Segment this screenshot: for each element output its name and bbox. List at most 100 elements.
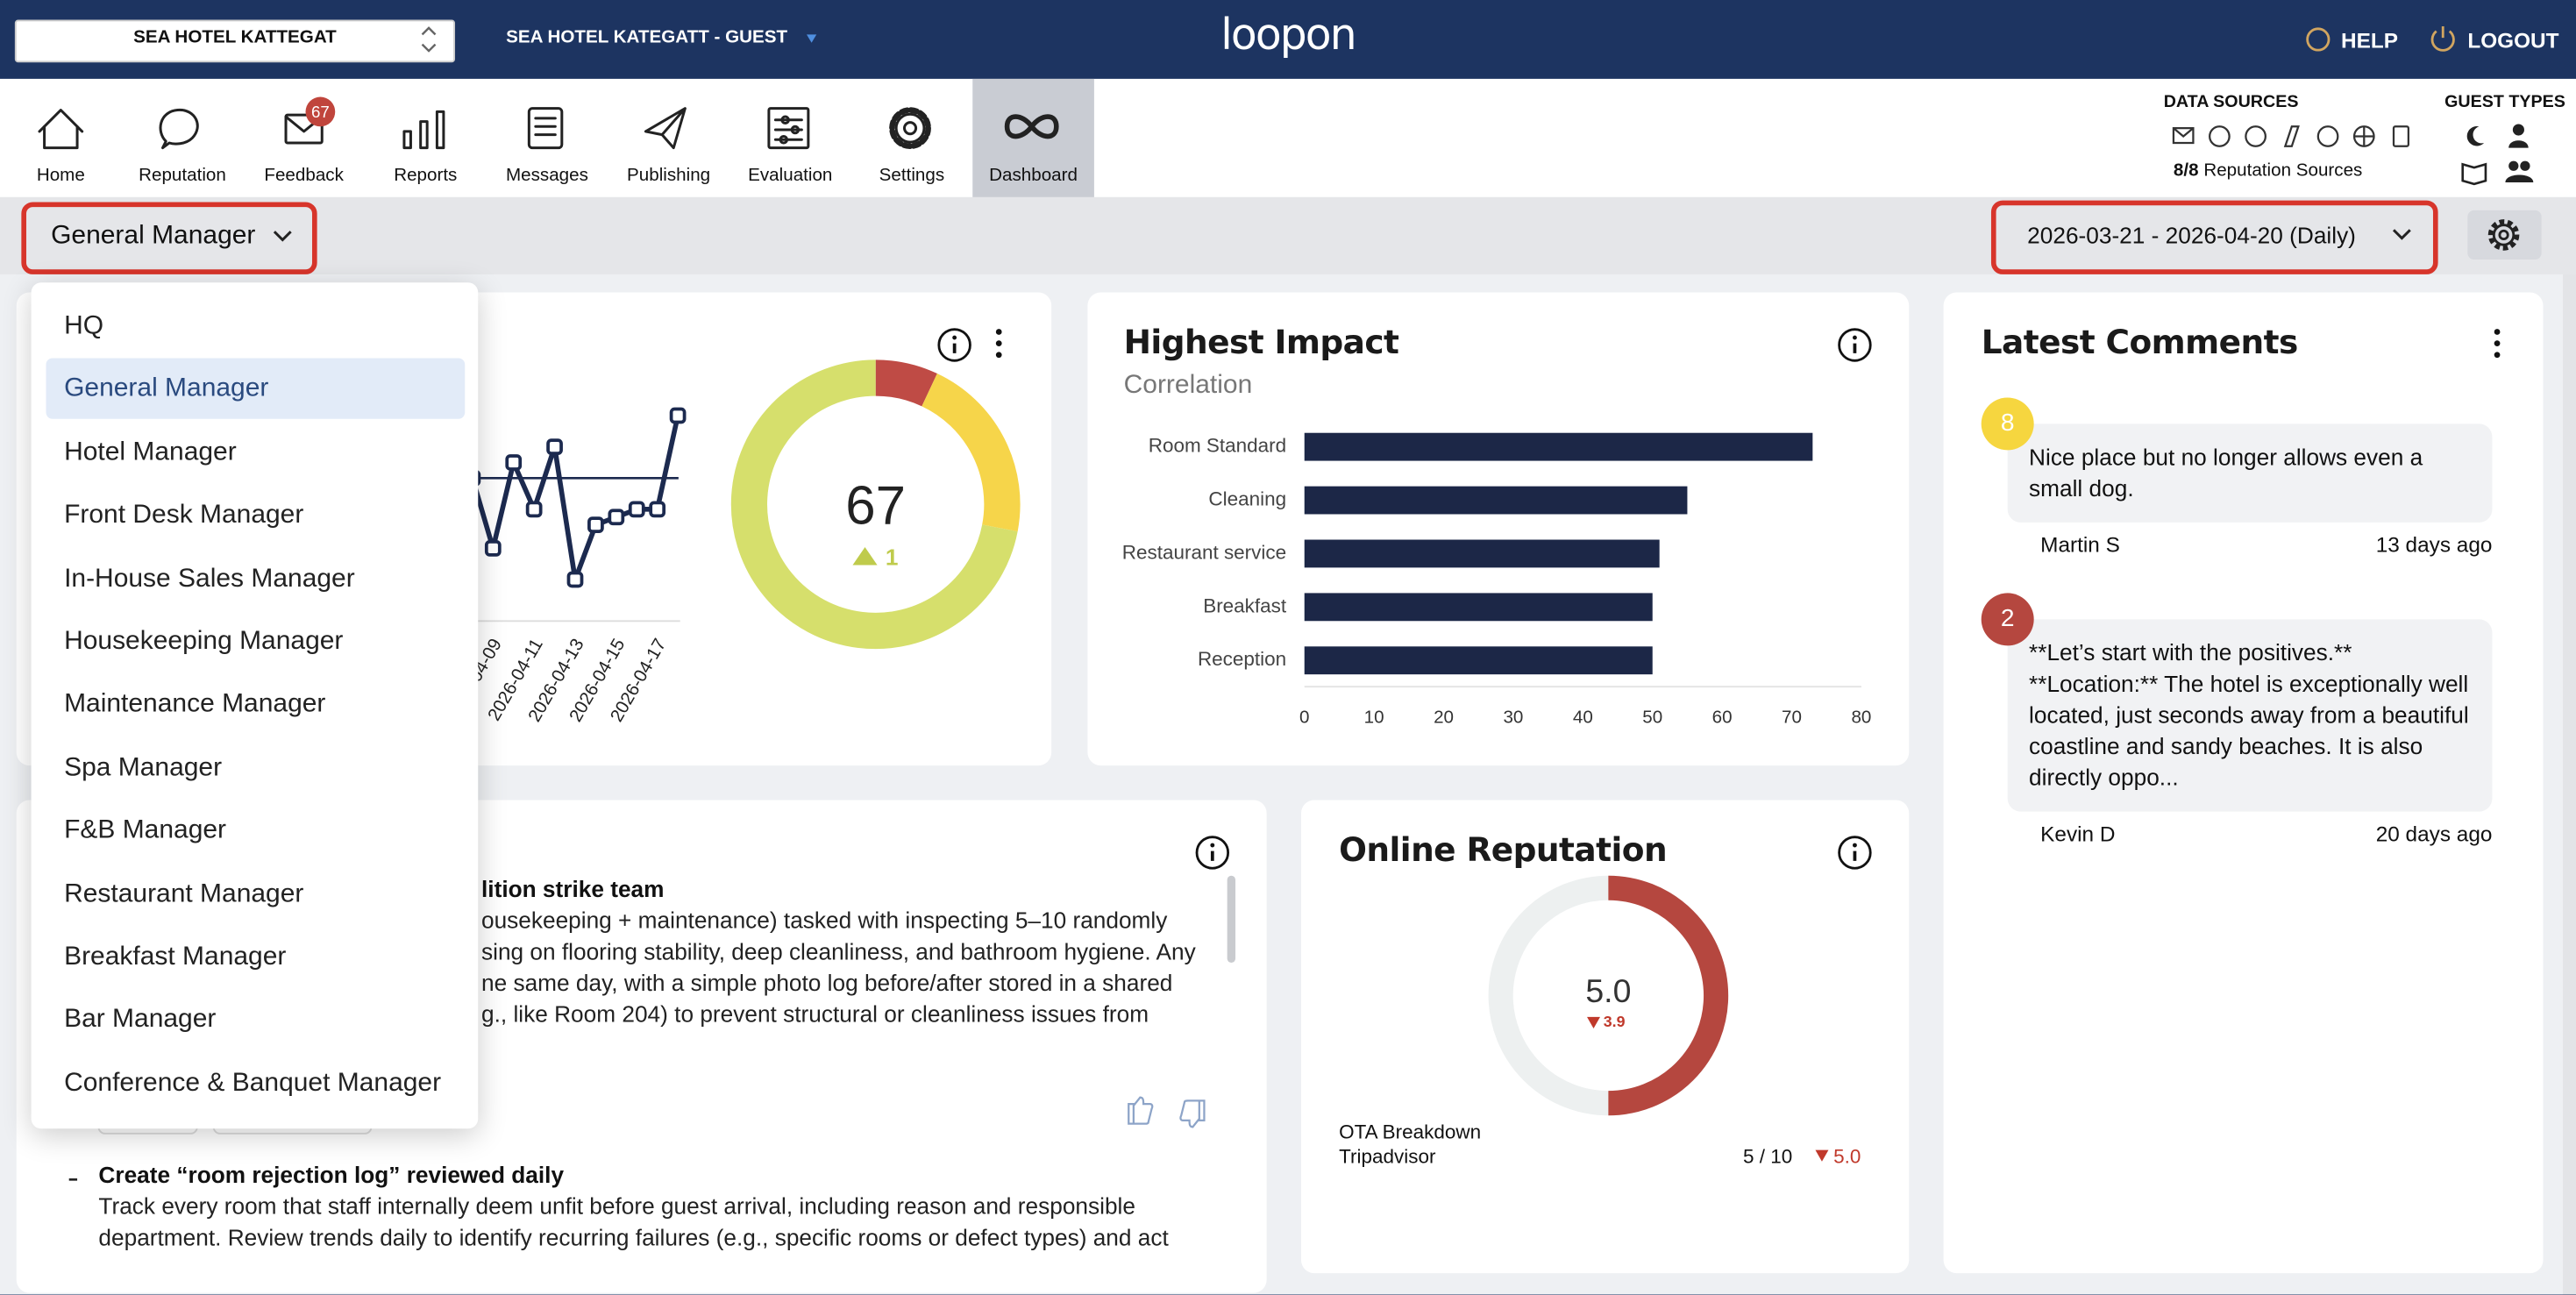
role-text[interactable]: General Manager xyxy=(51,221,256,250)
line xyxy=(470,415,680,582)
menu-item[interactable]: General Manager xyxy=(46,359,466,420)
thumb-up[interactable] xyxy=(1128,1096,1154,1125)
x-tick-label: 60 xyxy=(1712,707,1733,727)
score: 67 xyxy=(845,474,907,536)
reputation-score: 5.0 xyxy=(1585,974,1632,1011)
nav-label[interactable]: Reputation xyxy=(139,166,226,186)
comment-meta: Martin S 13 days ago xyxy=(2008,527,2493,563)
source-icons xyxy=(2172,125,2410,147)
bar xyxy=(1304,486,1688,515)
nav-label[interactable]: Messages xyxy=(505,166,588,186)
action-text: sing on flooring stability, deep cleanli… xyxy=(481,937,1196,964)
y-tick-label: Reception xyxy=(1198,648,1286,670)
line-point xyxy=(587,516,604,534)
bar xyxy=(1304,593,1653,622)
bar xyxy=(1304,432,1813,461)
line-point xyxy=(608,509,625,526)
y-tick-label: Room Standard xyxy=(1149,435,1286,457)
info-icon[interactable] xyxy=(1837,835,1873,871)
action-text: department. Review trends daily to ident… xyxy=(98,1223,1169,1250)
info-icon[interactable] xyxy=(936,327,972,363)
action-text: Track every room that staff internally d… xyxy=(98,1192,1135,1220)
date-text[interactable]: 2026-03-21 - 2026-04-20 (Daily) xyxy=(2027,221,2356,248)
menu-item[interactable]: Restaurant Manager xyxy=(64,879,304,908)
menu-item[interactable]: Hotel Manager xyxy=(64,438,237,466)
nav-label[interactable]: Settings xyxy=(879,166,945,186)
comment-author: Kevin D xyxy=(2040,821,2116,846)
line-point xyxy=(669,407,687,424)
menu-item[interactable]: Maintenance Manager xyxy=(64,690,326,719)
score-change: 1 xyxy=(885,544,899,571)
line-point xyxy=(649,501,666,518)
x-tick-label: 80 xyxy=(1851,707,1871,727)
comment: **Let’s start with the positives.** **Lo… xyxy=(1981,593,2493,852)
action-text: g., like Room 204) to prevent structural… xyxy=(481,1000,1149,1028)
help-icon[interactable] xyxy=(2306,27,2330,52)
comment-score: 8 xyxy=(1981,397,2034,451)
menu-item[interactable]: In-House Sales Manager xyxy=(64,564,355,593)
line-point xyxy=(484,539,502,557)
card-subtitle: Correlation xyxy=(1123,371,1253,400)
logout-icon[interactable] xyxy=(2430,25,2455,52)
more-icon[interactable] xyxy=(995,329,1002,359)
nav-label[interactable]: Reports xyxy=(394,166,458,186)
card-title: Online Reputation xyxy=(1339,829,1668,870)
menu-item[interactable]: Bar Manager xyxy=(64,1006,217,1035)
comment-text: **Let’s start with the positives.** **Lo… xyxy=(2007,619,2493,812)
hotel-guest[interactable]: SEA HOTEL KATEGATT - GUEST xyxy=(506,27,788,48)
nav-label[interactable]: Evaluation xyxy=(748,166,833,186)
nav-label[interactable]: Home xyxy=(36,166,85,186)
action-title: Create “room rejection log” reviewed dai… xyxy=(98,1161,565,1188)
menu-item[interactable]: Conference & Banquet Manager xyxy=(64,1069,442,1098)
thumb-down[interactable] xyxy=(1179,1099,1206,1128)
nav-label[interactable]: Feedback xyxy=(264,166,344,186)
x-tick-label: 40 xyxy=(1573,707,1593,727)
menu-item[interactable]: Breakfast Manager xyxy=(64,943,287,971)
comment: Nice place but no longer allows even a s… xyxy=(1981,397,2493,563)
date-button[interactable] xyxy=(1990,200,2438,274)
comment-meta: Kevin D 20 days ago xyxy=(2008,816,2493,852)
change-up-icon xyxy=(852,546,878,566)
nav-icons xyxy=(38,107,1059,150)
logout[interactable]: LOGOUT xyxy=(2467,27,2559,53)
nav-label[interactable]: Publishing xyxy=(627,166,711,186)
date-chevron xyxy=(2392,229,2411,240)
role-button[interactable] xyxy=(21,202,317,274)
source-name: Tripadvisor xyxy=(1339,1144,1436,1169)
nav-bar xyxy=(0,78,2576,197)
menu-item[interactable]: Front Desk Manager xyxy=(64,501,304,530)
bar xyxy=(1304,539,1660,568)
change-down-icon xyxy=(1815,1149,1829,1162)
badge xyxy=(305,96,336,127)
card-title: Latest Comments xyxy=(1981,322,2299,362)
count: 8/8 xyxy=(2173,160,2199,181)
help[interactable]: HELP xyxy=(2341,27,2399,53)
donut-segment xyxy=(921,374,1021,532)
info-icon[interactable] xyxy=(1195,835,1230,871)
guest-types-title: GUEST TYPES xyxy=(2444,91,2565,112)
comment-age: 13 days ago xyxy=(2375,532,2493,558)
info-icon[interactable] xyxy=(1837,327,1873,363)
hotel-select-text[interactable]: SEA HOTEL KATTEGAT xyxy=(133,27,337,48)
source-rating: 5 / 10 xyxy=(1742,1144,1793,1169)
action-text: ne same day, with a simple photo log bef… xyxy=(481,969,1173,996)
menu-item[interactable]: F&B Manager xyxy=(64,816,227,845)
count-label: Reputation Sources xyxy=(2203,160,2363,181)
card-title: Highest Impact xyxy=(1123,322,1399,362)
comment-age: 20 days ago xyxy=(2375,821,2493,846)
gear-icon xyxy=(2487,219,2520,251)
hotel-select[interactable] xyxy=(14,19,456,63)
y-tick-label: Cleaning xyxy=(1208,487,1286,509)
reputation-change: 3.9 xyxy=(1603,1014,1626,1032)
menu-item[interactable]: HQ xyxy=(64,312,104,340)
dropdown-arrow[interactable] xyxy=(806,34,817,43)
menu-item[interactable]: Housekeeping Manager xyxy=(64,627,344,656)
more-icon[interactable] xyxy=(2494,329,2501,359)
logo[interactable]: loopon xyxy=(1220,11,1356,61)
change-down-icon xyxy=(1587,1016,1601,1028)
menu-item[interactable]: Spa Manager xyxy=(64,753,223,782)
nav-label[interactable]: Dashboard xyxy=(989,166,1078,186)
settings-button[interactable] xyxy=(2467,210,2542,260)
